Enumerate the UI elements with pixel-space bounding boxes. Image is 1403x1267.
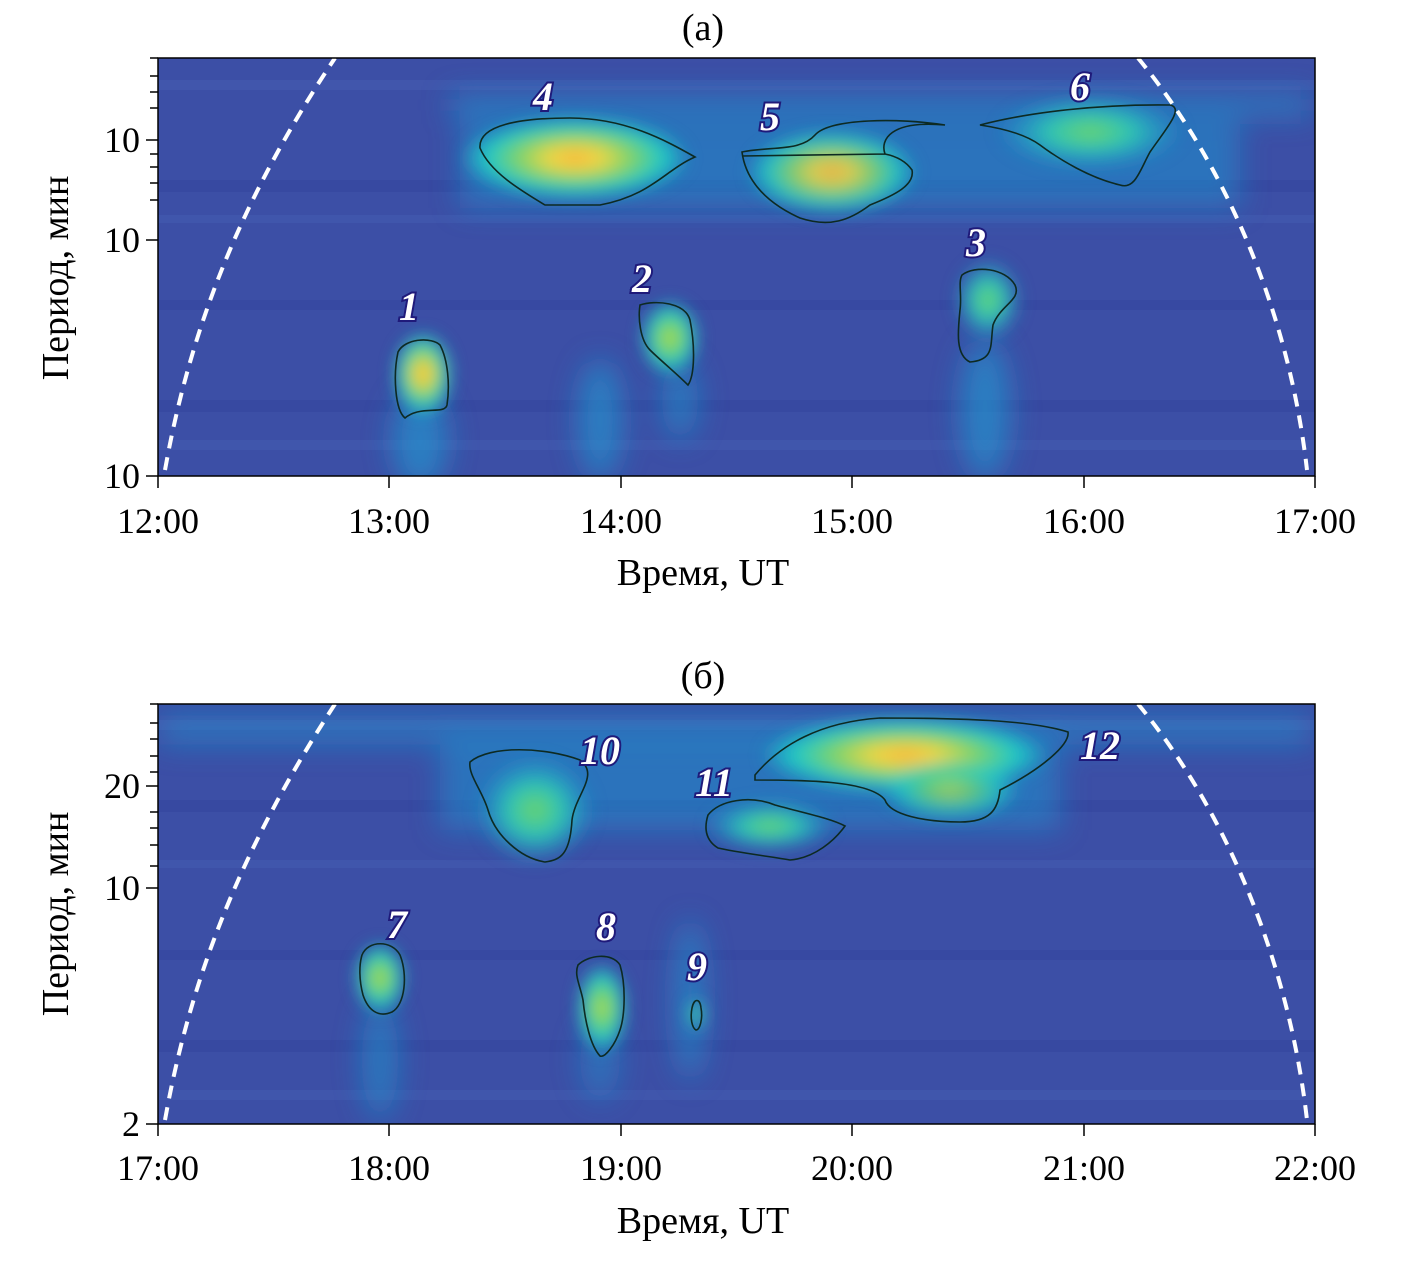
xtick-b-1: 18:00 — [348, 1148, 430, 1188]
region-label-4: 4 — [532, 74, 553, 119]
region-label-6: 6 — [1070, 64, 1090, 109]
panel-b-ylabel: Период, мин — [35, 812, 77, 1017]
contour-3 — [957, 268, 1018, 363]
panel-b-heatmap — [158, 704, 1315, 1124]
ytick-a-0: 10 — [104, 120, 140, 160]
region-label-8: 8 — [596, 904, 616, 949]
region-label-1: 1 — [399, 284, 419, 329]
xtick-a-5: 17:00 — [1274, 501, 1356, 541]
ytick-b-1: 10 — [104, 868, 140, 908]
ytick-b-0: 20 — [104, 766, 140, 806]
panel-b-xlabel: Время, UT — [617, 1200, 789, 1242]
contour-6 — [979, 104, 1177, 187]
panel-b: (б) — [35, 655, 1356, 1242]
xtick-b-0: 17:00 — [117, 1148, 199, 1188]
xtick-a-2: 14:00 — [580, 501, 662, 541]
xtick-b-4: 21:00 — [1043, 1148, 1125, 1188]
region-label-5: 5 — [760, 94, 780, 139]
panel-a-title: (a) — [682, 7, 724, 49]
contour-7 — [359, 942, 406, 1015]
panel-a: (a) — [35, 7, 1356, 594]
panel-a-frame — [157, 57, 1316, 477]
panel-b-yticks — [146, 703, 158, 1125]
panel-b-xticks — [157, 1124, 1316, 1136]
contour-8 — [575, 955, 625, 1057]
ytick-a-1: 10 — [104, 220, 140, 260]
region-label-9: 9 — [687, 944, 707, 989]
contour-10 — [469, 749, 589, 863]
contour-4 — [479, 117, 697, 206]
region-label-3: 3 — [965, 220, 986, 265]
coi-left-a — [163, 58, 337, 471]
region-label-11: 11 — [695, 760, 733, 805]
xtick-b-5: 22:00 — [1274, 1148, 1356, 1188]
ytick-b-2: 2 — [122, 1104, 140, 1144]
panel-b-frame — [157, 703, 1316, 1125]
region-label-7: 7 — [387, 902, 409, 947]
contour-5 — [741, 119, 946, 224]
panel-a-yticks — [146, 57, 158, 477]
contour-12 — [754, 717, 1069, 823]
xtick-b-2: 19:00 — [580, 1148, 662, 1188]
panel-a-heatmap — [158, 58, 1315, 476]
region-label-10: 10 — [580, 728, 620, 773]
coi-left-b — [163, 704, 337, 1121]
ytick-a-2: 10 — [104, 456, 140, 496]
xtick-a-1: 13:00 — [348, 501, 430, 541]
xtick-a-0: 12:00 — [117, 501, 199, 541]
contour-2 — [638, 301, 695, 387]
region-label-12: 12 — [1080, 723, 1120, 768]
panel-a-ylabel: Период, мин — [35, 176, 77, 381]
xtick-a-4: 16:00 — [1043, 501, 1125, 541]
xtick-b-3: 20:00 — [811, 1148, 893, 1188]
coi-right-a — [1136, 58, 1309, 471]
contour-11 — [705, 799, 847, 861]
contour-9 — [690, 999, 703, 1031]
panel-b-title: (б) — [681, 655, 726, 697]
coi-right-b — [1136, 704, 1309, 1121]
panel-a-xlabel: Время, UT — [617, 552, 789, 594]
xtick-a-3: 15:00 — [811, 501, 893, 541]
contour-1 — [394, 339, 450, 420]
region-label-2: 2 — [631, 256, 652, 301]
panel-a-xticks — [157, 476, 1316, 488]
